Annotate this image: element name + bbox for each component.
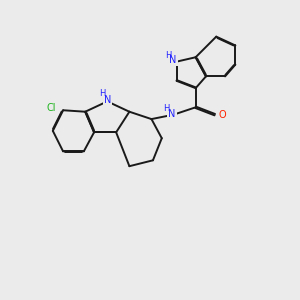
Text: N: N [169,55,177,65]
Text: H: H [99,89,106,98]
Text: H: H [163,104,169,113]
Text: N: N [168,109,176,119]
Text: N: N [103,95,111,105]
Text: H: H [165,51,172,60]
Text: O: O [219,110,226,120]
Text: Cl: Cl [46,103,56,113]
